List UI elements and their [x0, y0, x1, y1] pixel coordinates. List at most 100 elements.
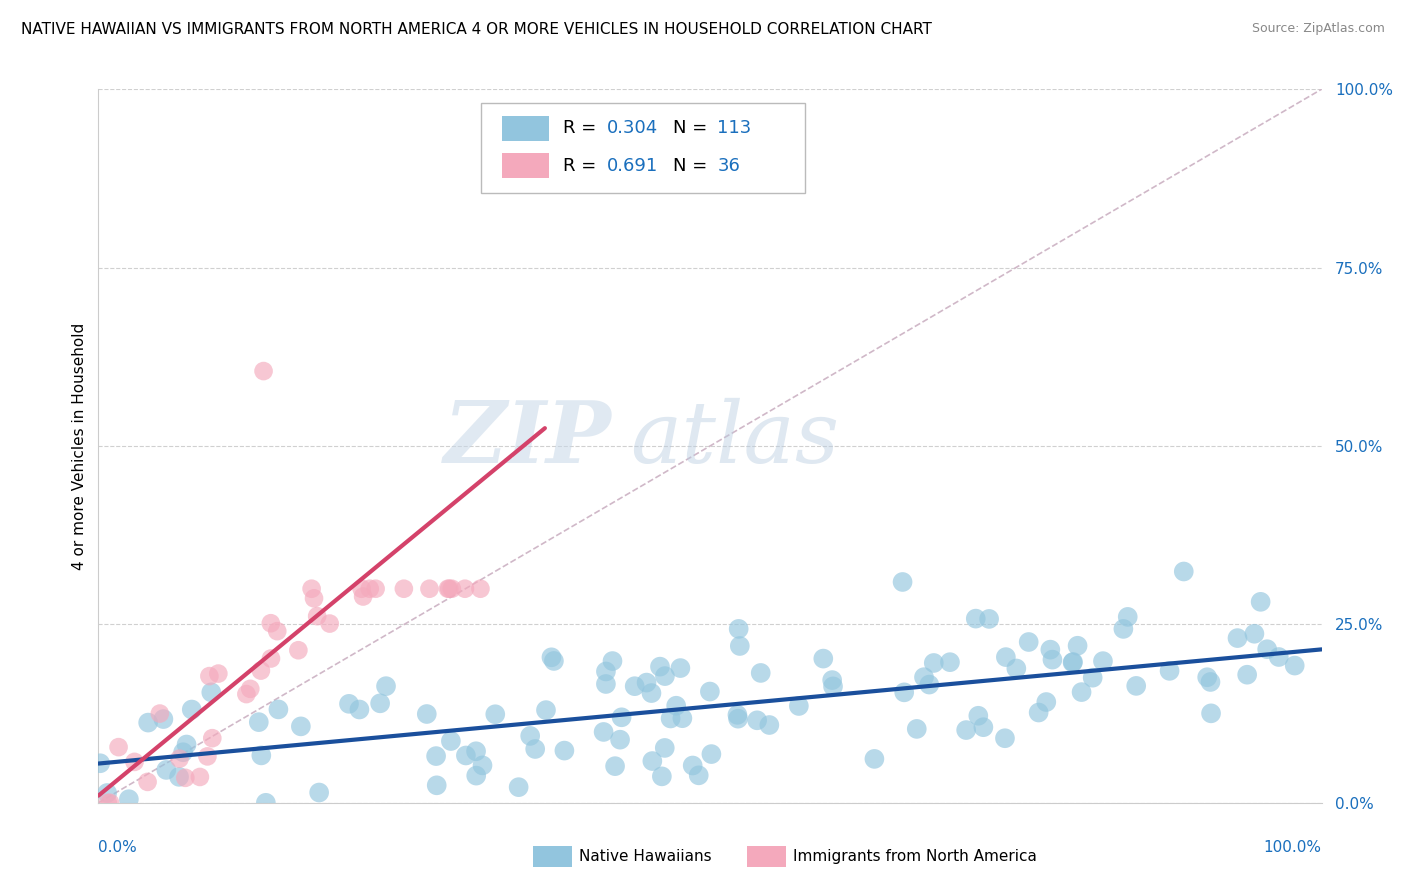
Point: [967, 708, 990, 723]
Point: [392, 582, 415, 596]
Point: [623, 679, 645, 693]
Point: [176, 738, 198, 752]
Point: [1091, 654, 1114, 668]
Point: [167, 770, 190, 784]
Point: [524, 742, 547, 756]
Text: Immigrants from North America: Immigrants from North America: [793, 849, 1038, 863]
Point: [465, 769, 488, 783]
Point: [239, 681, 262, 696]
Text: 100.0%: 100.0%: [1264, 839, 1322, 855]
Point: [96, 786, 118, 800]
Point: [592, 725, 614, 739]
Point: [440, 734, 463, 748]
Text: Source: ZipAtlas.com: Source: ZipAtlas.com: [1251, 22, 1385, 36]
Point: [1081, 671, 1104, 685]
Point: [863, 752, 886, 766]
Point: [454, 748, 477, 763]
Point: [416, 706, 439, 721]
Point: [671, 711, 693, 725]
Point: [595, 677, 617, 691]
Point: [169, 751, 191, 765]
Point: [1062, 655, 1084, 669]
Point: [180, 702, 202, 716]
Point: [418, 582, 440, 596]
Point: [918, 677, 941, 691]
Point: [301, 582, 323, 596]
Point: [965, 612, 987, 626]
Point: [359, 582, 381, 596]
Point: [699, 684, 721, 698]
Text: 0.0%: 0.0%: [98, 839, 138, 855]
Point: [364, 582, 387, 596]
Point: [426, 778, 449, 792]
Point: [1236, 667, 1258, 681]
Point: [1125, 679, 1147, 693]
Point: [610, 710, 633, 724]
Point: [939, 655, 962, 669]
FancyBboxPatch shape: [481, 103, 806, 193]
FancyBboxPatch shape: [502, 153, 548, 178]
Point: [454, 582, 477, 596]
FancyBboxPatch shape: [533, 846, 572, 867]
Point: [254, 796, 277, 810]
Point: [1039, 642, 1062, 657]
Point: [893, 685, 915, 699]
Point: [250, 664, 273, 678]
Point: [508, 780, 530, 794]
Point: [1062, 656, 1084, 670]
Point: [1042, 653, 1064, 667]
Point: [307, 609, 329, 624]
Text: 0.304: 0.304: [607, 120, 658, 137]
Point: [149, 706, 172, 721]
Point: [1199, 706, 1222, 721]
Point: [912, 670, 935, 684]
Point: [821, 673, 844, 687]
Point: [821, 679, 844, 693]
Point: [728, 639, 751, 653]
Point: [651, 769, 673, 783]
Point: [252, 364, 274, 378]
Point: [437, 582, 460, 596]
Point: [98, 796, 121, 810]
Text: ZIP: ZIP: [444, 397, 612, 481]
Point: [609, 732, 631, 747]
FancyBboxPatch shape: [747, 846, 786, 867]
Point: [1197, 670, 1219, 684]
Point: [595, 665, 617, 679]
Point: [891, 574, 914, 589]
Point: [994, 731, 1017, 746]
Point: [1028, 706, 1050, 720]
Point: [1035, 695, 1057, 709]
Point: [994, 650, 1017, 665]
Point: [188, 770, 211, 784]
Point: [654, 669, 676, 683]
Point: [470, 582, 492, 596]
Point: [727, 622, 749, 636]
Point: [349, 702, 371, 716]
Point: [136, 775, 159, 789]
Point: [287, 643, 309, 657]
Point: [1226, 631, 1249, 645]
Point: [260, 651, 283, 665]
Y-axis label: 4 or more Vehicles in Household: 4 or more Vehicles in Household: [72, 322, 87, 570]
Point: [700, 747, 723, 761]
Point: [201, 731, 224, 746]
Point: [352, 590, 374, 604]
Point: [1243, 626, 1265, 640]
Point: [302, 591, 325, 606]
Point: [725, 707, 748, 722]
Point: [1268, 650, 1291, 665]
Point: [89, 756, 111, 771]
Text: N =: N =: [673, 157, 713, 175]
Text: R =: R =: [564, 157, 602, 175]
Point: [200, 685, 222, 699]
Point: [118, 792, 141, 806]
Point: [1284, 658, 1306, 673]
Point: [124, 755, 146, 769]
Point: [290, 719, 312, 733]
Point: [665, 698, 688, 713]
Point: [1112, 622, 1135, 636]
Point: [641, 754, 664, 768]
Point: [207, 666, 229, 681]
Text: atlas: atlas: [630, 398, 839, 480]
